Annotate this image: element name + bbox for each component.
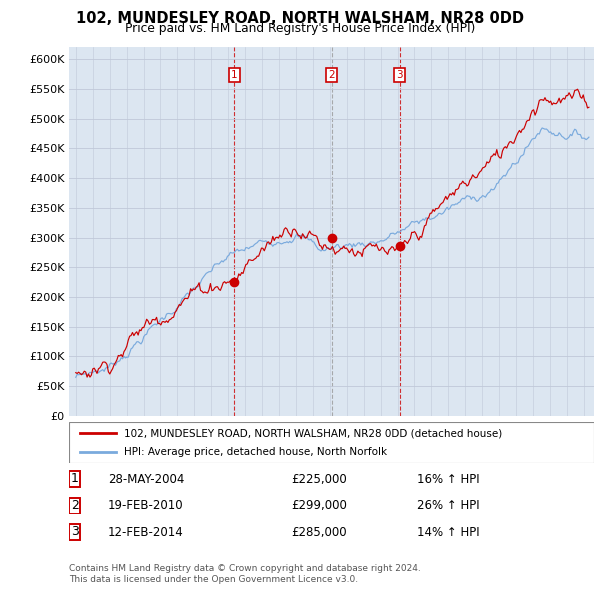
Text: 26% ↑ HPI: 26% ↑ HPI <box>417 499 479 512</box>
Text: 12-FEB-2014: 12-FEB-2014 <box>108 526 184 539</box>
Text: 102, MUNDESLEY ROAD, NORTH WALSHAM, NR28 0DD (detached house): 102, MUNDESLEY ROAD, NORTH WALSHAM, NR28… <box>124 428 502 438</box>
Text: 3: 3 <box>71 525 79 538</box>
Text: 102, MUNDESLEY ROAD, NORTH WALSHAM, NR28 0DD: 102, MUNDESLEY ROAD, NORTH WALSHAM, NR28… <box>76 11 524 25</box>
Text: Price paid vs. HM Land Registry's House Price Index (HPI): Price paid vs. HM Land Registry's House … <box>125 22 475 35</box>
Text: 2: 2 <box>329 70 335 80</box>
Text: 14% ↑ HPI: 14% ↑ HPI <box>417 526 479 539</box>
Text: Contains HM Land Registry data © Crown copyright and database right 2024.: Contains HM Land Registry data © Crown c… <box>69 565 421 573</box>
Text: 28-MAY-2004: 28-MAY-2004 <box>108 473 184 486</box>
Text: £225,000: £225,000 <box>291 473 347 486</box>
Text: £285,000: £285,000 <box>291 526 347 539</box>
Text: 1: 1 <box>71 472 79 485</box>
Text: 3: 3 <box>396 70 403 80</box>
Text: 16% ↑ HPI: 16% ↑ HPI <box>417 473 479 486</box>
Text: 1: 1 <box>231 70 238 80</box>
Text: £299,000: £299,000 <box>291 499 347 512</box>
Text: HPI: Average price, detached house, North Norfolk: HPI: Average price, detached house, Nort… <box>124 447 387 457</box>
Text: This data is licensed under the Open Government Licence v3.0.: This data is licensed under the Open Gov… <box>69 575 358 584</box>
Text: 2: 2 <box>71 499 79 512</box>
Text: 19-FEB-2010: 19-FEB-2010 <box>108 499 184 512</box>
